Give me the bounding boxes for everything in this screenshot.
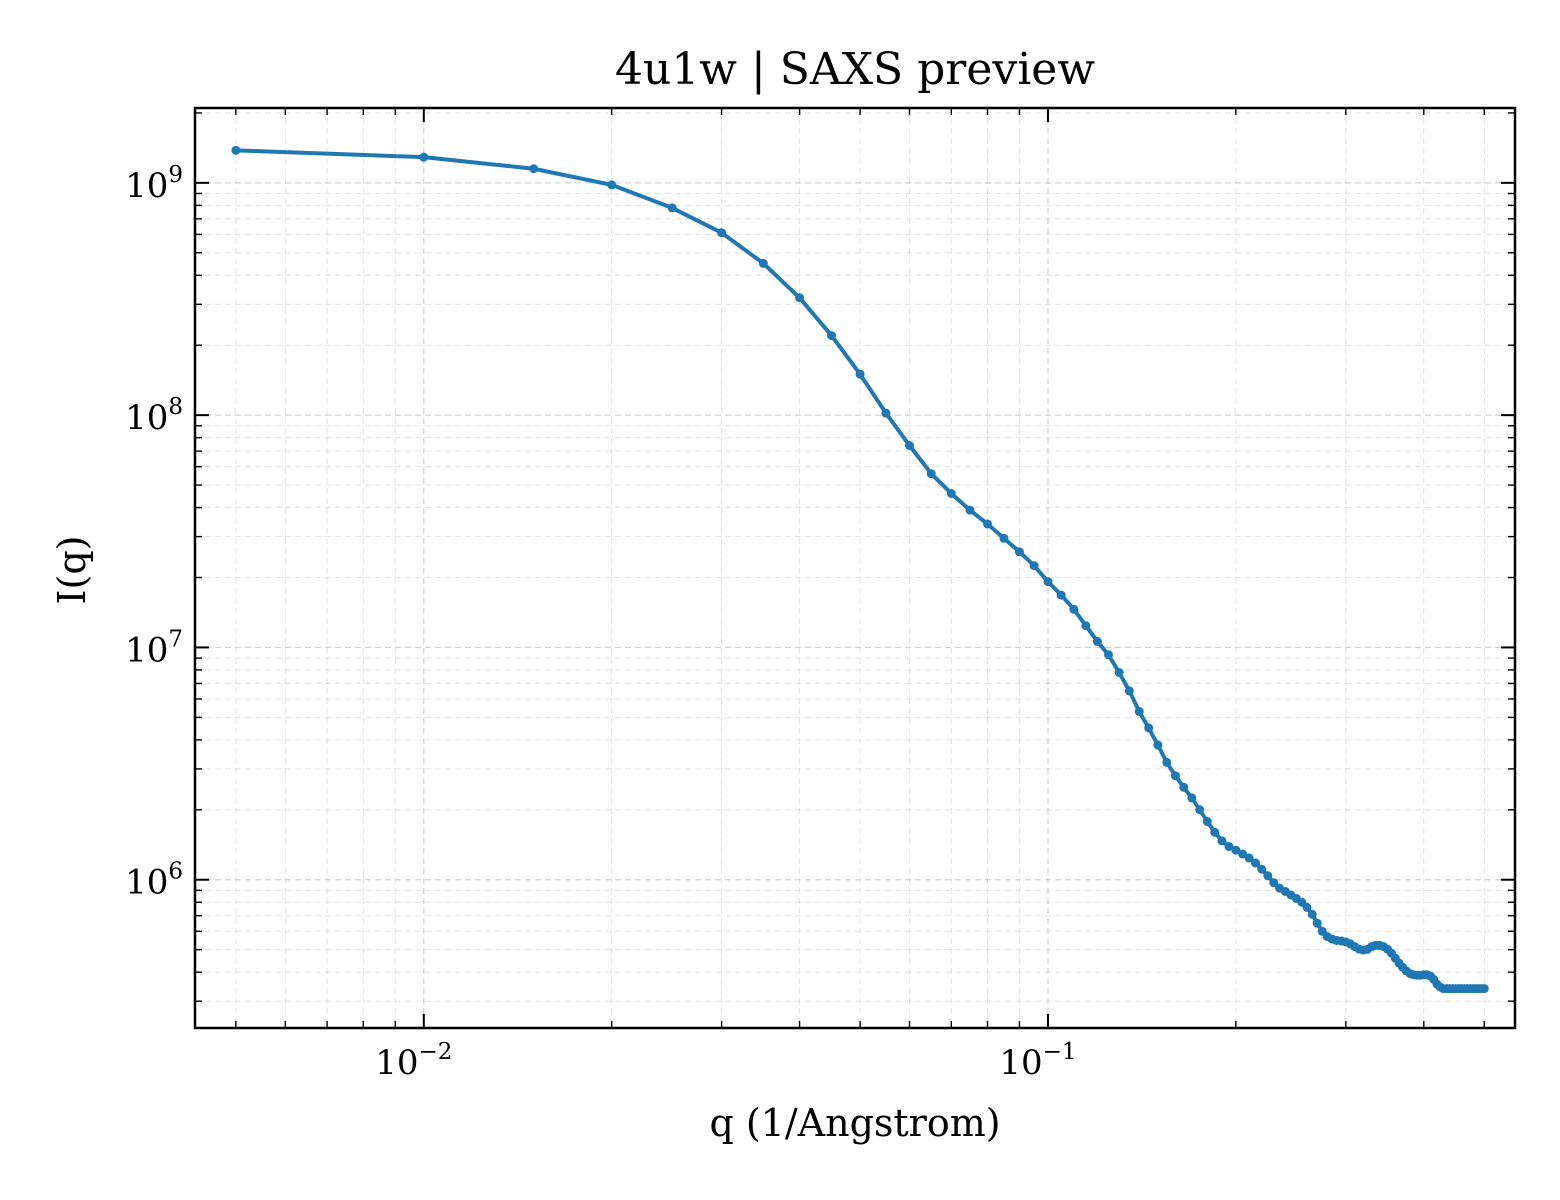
data-point [795, 293, 805, 303]
data-point [1257, 864, 1267, 874]
x-tick-label: 10−1 [999, 1039, 1076, 1083]
data-point [946, 488, 956, 498]
data-point [717, 228, 727, 238]
data-point [1302, 902, 1312, 912]
data-point [855, 369, 865, 379]
y-tick-label: 108 [125, 394, 183, 438]
x-axis-label: q (1/Angstrom) [709, 1101, 1000, 1145]
data-point [1069, 604, 1079, 614]
plot-frame [193, 106, 1517, 1030]
data-point [1269, 878, 1279, 888]
data-point [1144, 723, 1154, 733]
data-point [607, 180, 617, 190]
data-point [1056, 590, 1066, 600]
data-point [1103, 650, 1113, 660]
data-point [1244, 853, 1254, 863]
data-point [1307, 909, 1317, 919]
data-point [1124, 686, 1134, 696]
axis-ticks [195, 108, 1515, 1028]
grid-lines [195, 108, 1515, 1028]
data-point [1263, 871, 1273, 881]
data-point [965, 505, 975, 515]
y-axis-label: I(q) [50, 536, 94, 605]
data-point [1179, 782, 1189, 792]
data-point [1187, 793, 1197, 803]
y-tick-label: 107 [125, 626, 183, 670]
data-point [1153, 740, 1163, 750]
data-point [1081, 621, 1091, 631]
data-point [1202, 817, 1212, 827]
data-point [1114, 668, 1124, 677]
data-point [1238, 849, 1248, 859]
data-point [999, 533, 1009, 543]
data-point [419, 152, 429, 162]
data-point [1210, 827, 1220, 837]
x-tick-label: 10−2 [375, 1039, 452, 1083]
y-tick-label: 106 [125, 859, 183, 903]
chart-title: 4u1w | SAXS preview [615, 44, 1095, 95]
data-point [1250, 858, 1260, 868]
data-point [1231, 845, 1241, 855]
data-point [1224, 842, 1234, 852]
data-point [758, 258, 768, 268]
data-point [1092, 637, 1102, 647]
data-point [1043, 577, 1053, 587]
data-point [1029, 561, 1039, 571]
data-point [926, 469, 936, 479]
data-point [529, 164, 539, 174]
y-tick-label: 109 [125, 162, 183, 206]
data-point [667, 203, 677, 213]
data-point [1134, 706, 1144, 716]
data-point [1162, 757, 1172, 767]
data-point [1312, 918, 1322, 928]
data-point [231, 145, 241, 155]
data-point [827, 331, 837, 341]
data-point [1170, 771, 1180, 781]
data-point [1014, 547, 1024, 557]
data-point [881, 408, 891, 418]
tick-labels: 10−2 10−1 106 107 108 109 [125, 162, 1076, 1083]
data-series [231, 145, 1489, 994]
data-point [905, 441, 915, 451]
data-point [1195, 805, 1205, 815]
data-point [982, 519, 992, 529]
data-point [1479, 984, 1489, 994]
data-point [1217, 836, 1227, 846]
